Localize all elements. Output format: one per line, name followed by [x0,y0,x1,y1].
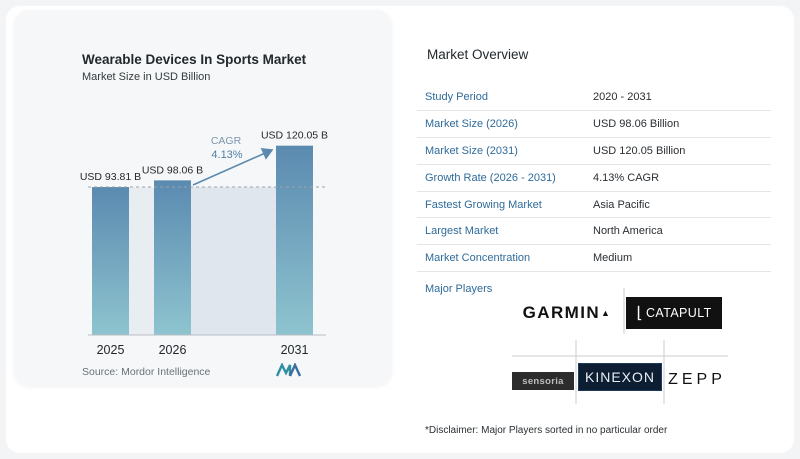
zepp-logo: ZEPP [668,371,726,388]
overview-row: Study Period 2020 - 2031 [417,84,771,112]
catapult-logo: ⌊ CATAPULT [626,297,722,329]
overview-row: Market Size (2026) USD 98.06 Billion [417,110,771,139]
market-overview-title: Market Overview [427,47,529,62]
overview-value: USD 98.06 Billion [583,110,771,139]
overview-key: Market Size (2026) [417,110,583,139]
major-players-title: Major Players [425,283,493,295]
overview-value: North America [583,217,771,246]
overview-key: Study Period [417,84,583,112]
gap-band [129,187,154,335]
cagr-arrow [192,148,274,186]
growth-band [191,187,276,335]
garmin-logo: GARMIN ▲ [522,303,612,322]
overview-key: Market Concentration [417,244,583,273]
overview-row: Market Concentration Medium [417,244,771,273]
overview-value: Medium [583,244,771,273]
tick-label: 2025 [97,343,125,357]
catapult-mark-icon: ⌊ [636,305,643,322]
overview-key: Market Size (2031) [417,137,583,165]
overview-value: USD 120.05 Billion [583,137,771,165]
market-overview-table: Study Period 2020 - 2031 Market Size (2026… [417,84,771,273]
mordor-logo-icon [276,363,302,377]
overview-value: 4.13% CAGR [583,164,771,192]
cagr-value: 4.13% [211,149,242,161]
chart-title: Wearable Devices In Sports Market [82,52,307,67]
overview-row: Growth Rate (2026 - 2031) 4.13% CAGR [417,164,771,192]
data-label: USD 93.81 B [80,171,141,183]
data-label: USD 98.06 B [142,164,203,176]
overview-row: Fastest Growing Market Asia Pacific [417,191,771,219]
data-label: USD 120.05 B [261,130,328,142]
overview-value: Asia Pacific [583,191,771,219]
bar-2026 [154,180,191,335]
source-note: Source: Mordor Intelligence [82,366,211,378]
overview-value: 2020 - 2031 [583,84,771,112]
overview-key: Growth Rate (2026 - 2031) [417,164,583,192]
overview-key: Largest Market [417,217,583,246]
cagr-label: CAGR [211,135,242,147]
overview-key: Fastest Growing Market [417,191,583,219]
bar-2031 [276,145,313,335]
disclaimer-note: *Disclaimer: Major Players sorted in no … [425,425,668,436]
chart-subtitle: Market Size in USD Billion [82,71,211,83]
overview-row: Market Size (2031) USD 120.05 Billion [417,137,771,165]
tick-label: 2031 [281,343,309,357]
sensoria-logo: sensoria [512,372,574,390]
kinexon-logo: KINEXON [578,363,662,391]
overview-row: Largest Market North America [417,217,771,246]
bar-2025 [92,187,129,335]
tick-label: 2026 [159,343,187,357]
